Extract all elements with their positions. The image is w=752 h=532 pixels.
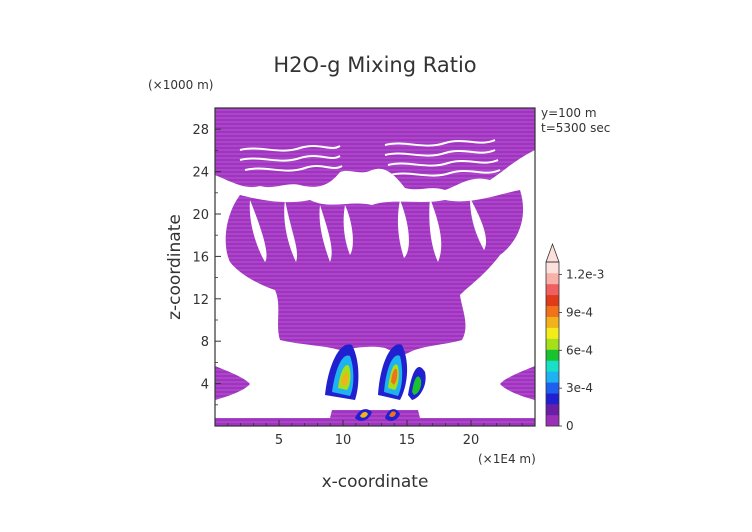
colorbar-frame	[545, 261, 560, 427]
colorbar-segment	[546, 360, 559, 372]
colorbar-segment	[546, 393, 559, 405]
x-units-label: (×1E4 m)	[478, 452, 536, 466]
y-tick-label: 8	[201, 335, 209, 350]
ground-plume	[355, 409, 400, 421]
convective-core	[325, 344, 426, 400]
colorbar-segment	[546, 305, 559, 317]
y-axis-label: z-coordinate	[165, 214, 185, 320]
colorbar-segment	[546, 338, 559, 350]
colorbar-segment	[546, 382, 559, 394]
plot-area	[215, 108, 535, 426]
colorbar-segment	[546, 294, 559, 307]
x-tick-label: 5	[275, 433, 283, 448]
colorbar-label: 9e-4	[566, 305, 593, 319]
x-tick-label: 15	[399, 433, 416, 448]
colorbar-segment	[546, 316, 559, 328]
streak	[319, 205, 332, 262]
y-tick-label: 24	[192, 166, 209, 181]
colorbar-segment	[546, 415, 559, 427]
colorbar-segment	[546, 404, 559, 416]
y-tick-label: 20	[192, 208, 209, 223]
colorbar-segment	[546, 327, 559, 339]
colorbar-label: 6e-4	[566, 343, 593, 357]
annotation-y: y=100 m	[541, 106, 597, 120]
streak	[343, 205, 353, 255]
left-side-lobe	[215, 366, 250, 400]
x-tick-label: 20	[463, 433, 480, 448]
y-units-label: (×1000 m)	[148, 78, 213, 92]
right-side-lobe	[500, 366, 535, 400]
streak	[397, 200, 409, 258]
streak	[470, 198, 487, 250]
colorbar-segment	[546, 371, 559, 383]
streak	[429, 198, 442, 262]
bottom-moisture-layer	[215, 410, 535, 426]
colorbar-segment	[546, 262, 559, 274]
colorbar-overflow-arrow	[545, 242, 560, 263]
y-tick-label: 12	[192, 293, 209, 308]
x-tick-label: 10	[335, 433, 352, 448]
streak	[249, 200, 267, 262]
colorbar-label: 1.2e-3	[566, 268, 604, 282]
central-moisture-region	[225, 190, 524, 355]
plot-frame	[214, 107, 536, 427]
y-tick-label: 4	[201, 378, 209, 393]
y-tick-label: 16	[192, 250, 209, 265]
x-axis-label: x-coordinate	[322, 472, 429, 492]
annotation-t: t=5300 sec	[541, 121, 610, 135]
colorbar	[545, 242, 560, 427]
colorbar-segment	[546, 349, 559, 361]
colorbar-label: 0	[566, 419, 574, 433]
streak	[284, 200, 298, 262]
y-tick-label: 28	[192, 123, 209, 138]
colorbar-segment	[546, 272, 559, 285]
upper-band-stripes	[239, 139, 501, 177]
colorbar-segment	[546, 283, 559, 296]
colorbar-label: 3e-4	[566, 381, 593, 395]
chart-title: H2O-g Mixing Ratio	[273, 53, 476, 77]
